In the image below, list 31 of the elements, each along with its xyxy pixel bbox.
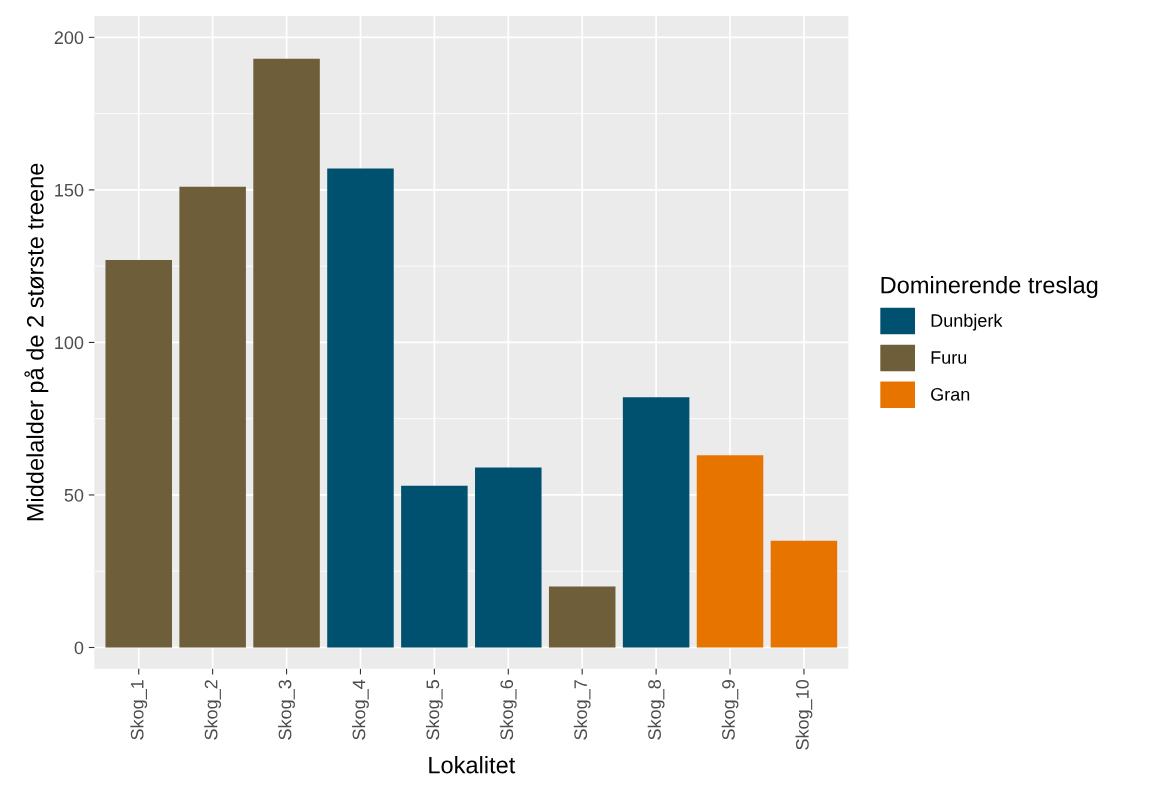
x-tick-label: Skog_9	[721, 680, 739, 740]
bar	[548, 586, 616, 648]
legend-title: Dominerende treslag	[881, 276, 1098, 299]
bar	[327, 168, 394, 648]
x-tick-label: Skog_1	[130, 680, 148, 740]
y-tick-label: 150	[55, 183, 84, 197]
x-tick-label: Skog_4	[352, 679, 369, 740]
x-tick-label: Skog_8	[647, 680, 665, 740]
bar	[696, 455, 764, 648]
bar	[253, 58, 320, 648]
y-tick-label: 200	[54, 31, 84, 45]
legend-label: Dunbjerk	[931, 313, 1003, 331]
x-tick-label: Skog_5	[425, 680, 443, 740]
y-axis-title: Middelalder på de 2 største treene	[24, 163, 49, 521]
legend-label: Gran	[931, 387, 970, 401]
bar	[475, 467, 542, 648]
y-tick-label: 0	[74, 641, 84, 655]
x-tick-label: Skog_2	[204, 680, 222, 740]
x-axis-title: Lokalitet	[429, 756, 516, 774]
x-tick-label: Skog_6	[499, 680, 517, 740]
bar	[770, 540, 838, 648]
y-tick-label: 100	[55, 336, 84, 350]
legend-label: Furu	[931, 351, 967, 364]
y-tick-label: 50	[64, 488, 84, 502]
bar	[401, 485, 468, 648]
bar	[105, 260, 172, 648]
x-tick-label: Skog_10	[795, 679, 813, 750]
x-tick-label: Skog_3	[278, 680, 295, 740]
bar	[622, 397, 690, 648]
x-tick-label: Skog_7	[573, 680, 591, 740]
bar	[179, 186, 246, 648]
